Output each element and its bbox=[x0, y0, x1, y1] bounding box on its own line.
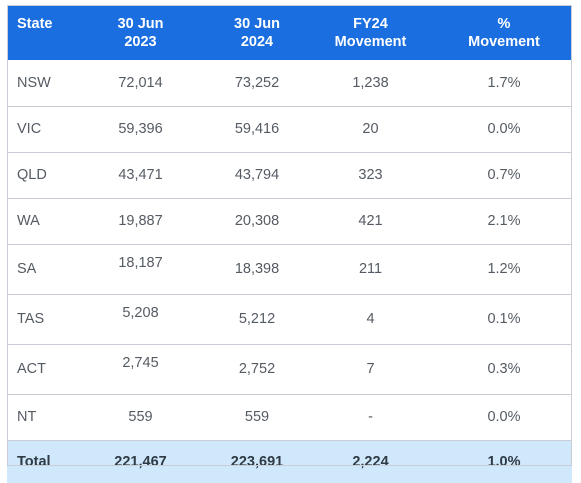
cell-jun-2023: 19,887 bbox=[118, 213, 163, 229]
header-jun-2024: 30 Jun 2024 bbox=[234, 16, 280, 50]
cell-fy24-movement: 7 bbox=[366, 361, 375, 377]
cell-jun-2024: 2,752 bbox=[238, 361, 276, 377]
cell-fy24-movement: 4 bbox=[366, 311, 375, 327]
cell-state: QLD bbox=[17, 167, 47, 183]
table-row: NSW 72,014 73,252 1,238 1.7% bbox=[7, 60, 572, 106]
table-row: WA 19,887 20,308 421 2.1% bbox=[7, 198, 572, 244]
cell-pct-movement: 0.0% bbox=[487, 409, 521, 425]
table-header: State 30 Jun 2023 30 Jun 2024 FY24 Movem… bbox=[7, 5, 572, 60]
cell-pct-movement: 0.0% bbox=[487, 121, 521, 137]
table-body: NSW 72,014 73,252 1,238 1.7% VIC 59,396 … bbox=[7, 60, 572, 440]
cell-pct-movement: 1.7% bbox=[487, 74, 521, 91]
header-pct-movement: % Movement bbox=[468, 16, 540, 50]
cell-fy24-movement: 20 bbox=[362, 121, 379, 137]
cell-fy24-movement: - bbox=[368, 409, 373, 425]
cell-jun-2023: 2,745 bbox=[122, 354, 159, 371]
cell-state: TAS bbox=[17, 311, 45, 327]
state-movement-table: State 30 Jun 2023 30 Jun 2024 FY24 Movem… bbox=[7, 5, 572, 483]
table-footer: Total 221,467 223,691 2,224 1.0% bbox=[7, 440, 572, 483]
cell-jun-2023: 18,187 bbox=[118, 254, 163, 271]
table-row: TAS 5,208 5,212 4 0.1% bbox=[7, 294, 572, 344]
total-jun-2024: 223,691 bbox=[230, 453, 284, 470]
cell-pct-movement: 2.1% bbox=[487, 213, 521, 229]
cell-fy24-movement: 211 bbox=[358, 261, 383, 277]
header-row: State 30 Jun 2023 30 Jun 2024 FY24 Movem… bbox=[7, 5, 572, 60]
cell-pct-movement: 0.7% bbox=[487, 167, 521, 183]
cell-jun-2023: 72,014 bbox=[118, 74, 163, 91]
state-table-container: State 30 Jun 2023 30 Jun 2024 FY24 Movem… bbox=[7, 5, 572, 483]
cell-jun-2024: 20,308 bbox=[234, 213, 280, 229]
cell-state: NT bbox=[17, 409, 37, 425]
cell-jun-2023: 43,471 bbox=[118, 167, 163, 183]
cell-state: WA bbox=[17, 213, 40, 229]
header-fy24-movement: FY24 Movement bbox=[334, 16, 407, 50]
total-jun-2023: 221,467 bbox=[114, 453, 167, 470]
cell-jun-2023: 5,208 bbox=[122, 304, 159, 321]
cell-jun-2024: 18,398 bbox=[234, 261, 280, 277]
total-fy24-movement: 2,224 bbox=[352, 453, 389, 470]
table-row: VIC 59,396 59,416 20 0.0% bbox=[7, 106, 572, 152]
table-row: QLD 43,471 43,794 323 0.7% bbox=[7, 152, 572, 198]
cell-state: SA bbox=[17, 261, 37, 277]
cell-pct-movement: 0.1% bbox=[487, 311, 521, 327]
cell-jun-2023: 59,396 bbox=[118, 121, 163, 137]
header-jun-2023: 30 Jun 2023 bbox=[117, 16, 164, 50]
cell-jun-2024: 5,212 bbox=[238, 311, 276, 327]
table-row: ACT 2,745 2,752 7 0.3% bbox=[7, 344, 572, 394]
total-row: Total 221,467 223,691 2,224 1.0% bbox=[7, 440, 572, 483]
cell-pct-movement: 0.3% bbox=[487, 361, 521, 377]
table-row: SA 18,187 18,398 211 1.2% bbox=[7, 244, 572, 294]
cell-jun-2024: 59,416 bbox=[234, 121, 280, 137]
header-state: State bbox=[17, 16, 53, 32]
cell-fy24-movement: 1,238 bbox=[352, 74, 389, 91]
cell-jun-2024: 43,794 bbox=[234, 167, 280, 183]
cell-state: VIC bbox=[17, 121, 42, 137]
total-pct-movement: 1.0% bbox=[487, 453, 521, 470]
table-row: NT 559 559 - 0.0% bbox=[7, 394, 572, 440]
cell-pct-movement: 1.2% bbox=[487, 261, 521, 277]
cell-fy24-movement: 323 bbox=[358, 167, 383, 183]
cell-state: ACT bbox=[17, 361, 46, 377]
cell-jun-2024: 559 bbox=[244, 409, 270, 425]
total-label: Total bbox=[17, 453, 51, 470]
cell-state: NSW bbox=[17, 74, 51, 91]
cell-fy24-movement: 421 bbox=[358, 213, 383, 229]
cell-jun-2023: 559 bbox=[128, 409, 153, 425]
cell-jun-2024: 73,252 bbox=[234, 74, 280, 91]
